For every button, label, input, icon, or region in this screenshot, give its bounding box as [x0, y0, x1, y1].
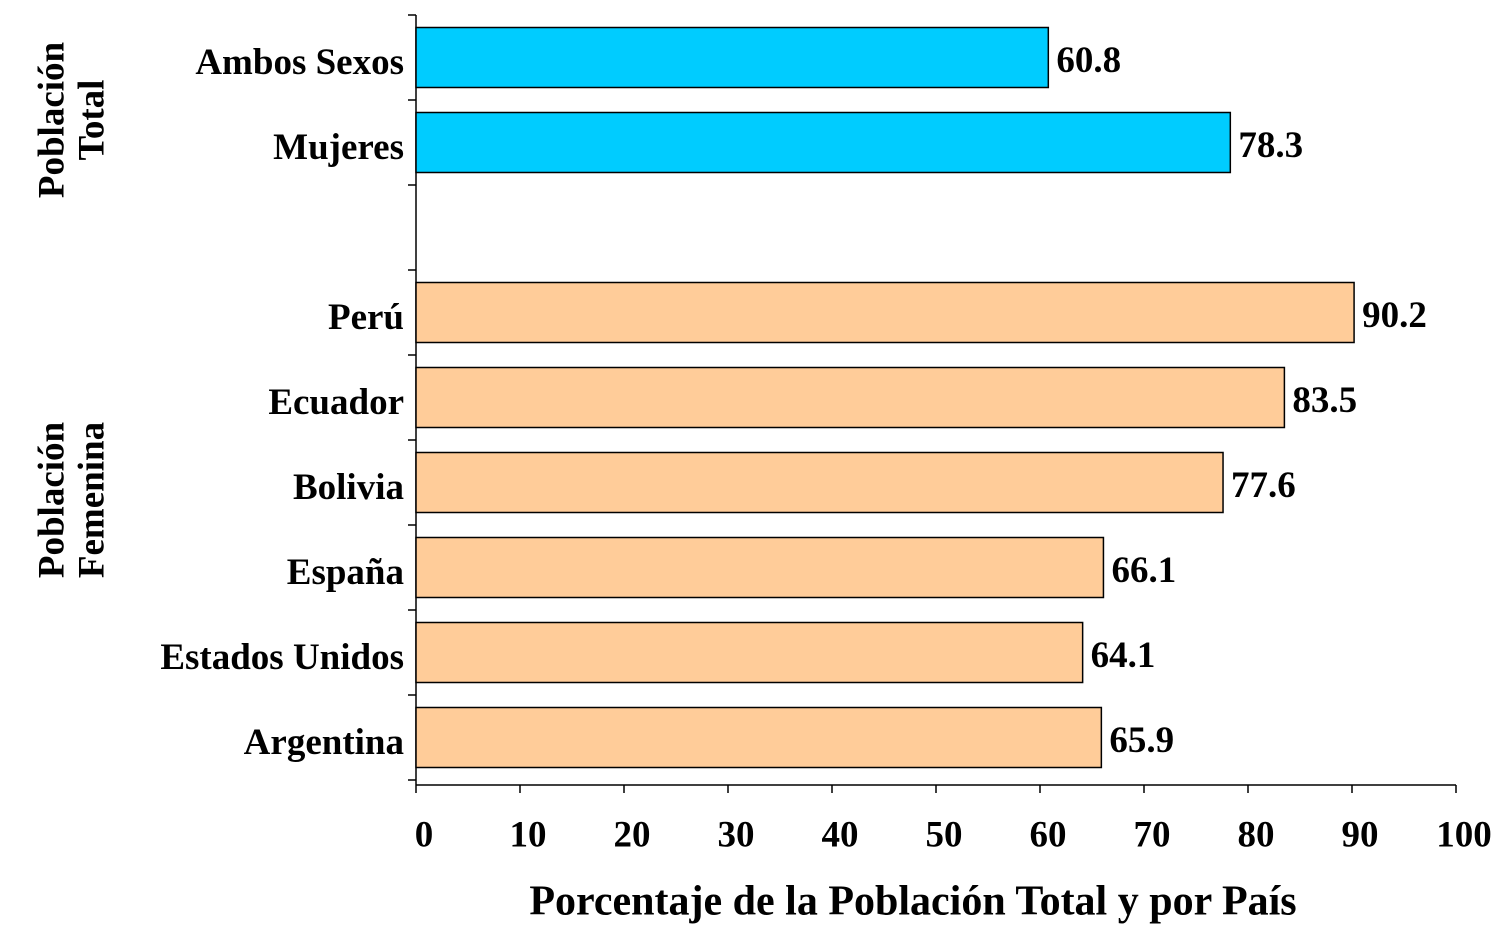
- value-label: 60.8: [1056, 40, 1121, 81]
- value-label: 65.9: [1109, 720, 1174, 761]
- group-label-line: Total: [71, 80, 112, 161]
- y-tick-label: Perú: [328, 297, 404, 338]
- y-tick-label: Mujeres: [273, 127, 404, 168]
- bar: [415, 281, 1355, 344]
- group-label-line: Población: [31, 421, 72, 578]
- x-tick-label: 100: [1436, 814, 1492, 855]
- x-tick-label: 0: [415, 814, 434, 855]
- group-label: Población Femenina: [31, 421, 112, 578]
- value-label: 90.2: [1362, 295, 1427, 336]
- y-tick-label: España: [287, 552, 404, 593]
- x-tick-label: 20: [614, 814, 651, 855]
- bar: [415, 366, 1286, 429]
- x-tick-label: 70: [1134, 814, 1171, 855]
- bar: [415, 451, 1224, 514]
- value-label: 78.3: [1238, 125, 1303, 166]
- y-tick-label: Argentina: [244, 722, 404, 763]
- group-label: Población Total: [31, 41, 112, 198]
- group-label-line: Población: [31, 41, 72, 198]
- x-tick-label: 60: [1030, 814, 1067, 855]
- y-tick-label: Estados Unidos: [160, 637, 404, 678]
- bar: [415, 26, 1050, 89]
- value-label: 83.5: [1292, 380, 1357, 421]
- y-tick-label: Bolivia: [293, 467, 404, 508]
- x-axis-title: Porcentaje de la Población Total y por P…: [529, 879, 1296, 925]
- bar: [415, 621, 1084, 684]
- x-tick-label: 80: [1238, 814, 1275, 855]
- value-label: 66.1: [1111, 550, 1176, 591]
- bar: [415, 536, 1105, 599]
- x-tick-label: 10: [510, 814, 547, 855]
- y-tick-label: Ambos Sexos: [195, 42, 404, 83]
- y-tick-label: Ecuador: [268, 382, 404, 423]
- x-tick-label: 30: [718, 814, 755, 855]
- x-tick-label: 40: [822, 814, 859, 855]
- value-label: 77.6: [1231, 465, 1296, 506]
- bar: [415, 111, 1232, 174]
- x-tick-label: 50: [926, 814, 963, 855]
- bar: [415, 706, 1103, 769]
- x-tick-label: 90: [1342, 814, 1379, 855]
- group-label-line: Femenina: [71, 422, 112, 578]
- value-label: 64.1: [1091, 635, 1156, 676]
